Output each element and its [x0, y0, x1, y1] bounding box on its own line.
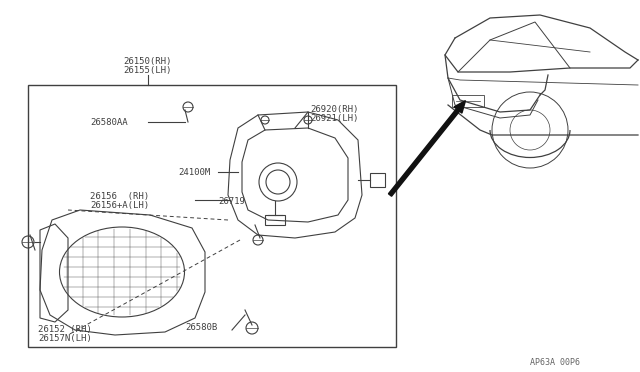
Bar: [28, 85, 396, 347]
Bar: [452, 95, 484, 107]
Text: 26156+A(LH): 26156+A(LH): [90, 201, 149, 210]
Bar: [370, 173, 385, 187]
Text: 26580B: 26580B: [185, 323, 217, 332]
Text: 26920(RH): 26920(RH): [310, 105, 358, 114]
Text: 26157N(LH): 26157N(LH): [38, 334, 92, 343]
Text: 24100M: 24100M: [178, 168, 211, 177]
Bar: [265, 215, 285, 225]
FancyArrow shape: [388, 101, 465, 196]
Text: 26719: 26719: [218, 197, 245, 206]
Text: 26580AA: 26580AA: [90, 118, 127, 127]
Text: 26156  (RH): 26156 (RH): [90, 192, 149, 201]
Text: 26921(LH): 26921(LH): [310, 114, 358, 123]
Text: AP63A 00P6: AP63A 00P6: [530, 358, 580, 367]
Text: 26155(LH): 26155(LH): [124, 66, 172, 75]
Text: 26150(RH): 26150(RH): [124, 57, 172, 66]
Text: 26152 (RH): 26152 (RH): [38, 325, 92, 334]
